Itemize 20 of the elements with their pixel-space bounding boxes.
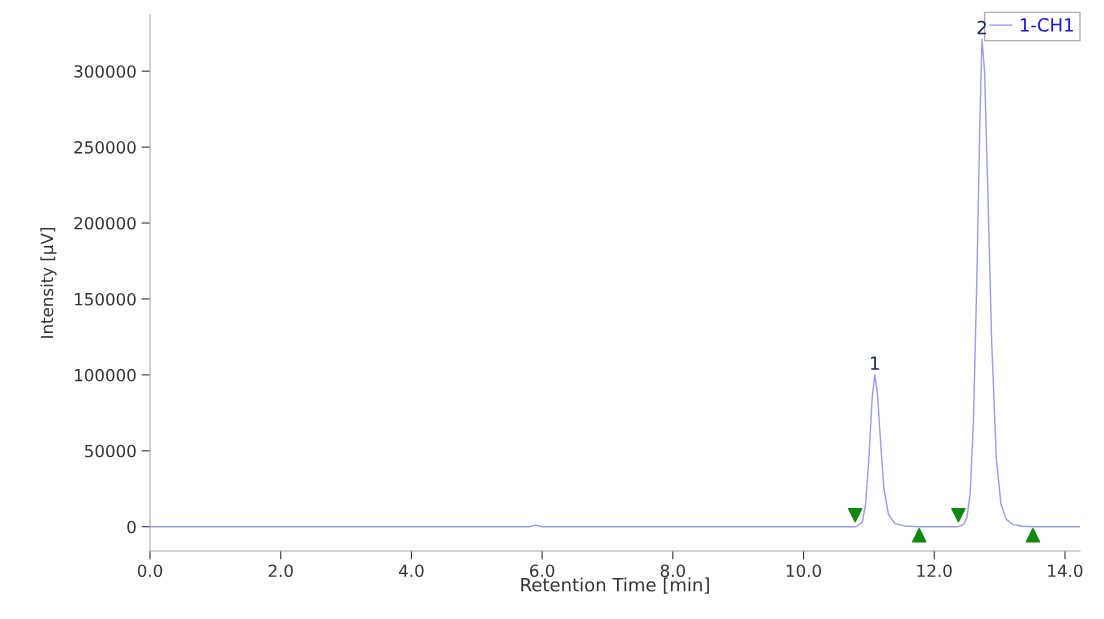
x-tick-label: 8.0: [660, 564, 685, 578]
x-tick-label: 10.0: [786, 564, 821, 578]
y-tick-label: 100000: [75, 368, 136, 382]
x-tick-label: 14.0: [1048, 564, 1083, 578]
y-tick-label: 0: [127, 520, 136, 534]
x-tick-label: 12.0: [917, 564, 952, 578]
y-tick-label: 200000: [74, 216, 136, 230]
y-axis-title: Intensity [µV]: [40, 228, 57, 338]
y-tick-label: 150000: [75, 292, 136, 306]
y-tick-label: 300000: [74, 65, 136, 78]
x-tick-label: 2.0: [268, 564, 293, 578]
y-tick-label: 250000: [74, 141, 136, 154]
x-tick-label: 0.0: [137, 564, 163, 578]
x-axis-title: Retention Time [min]: [521, 577, 709, 594]
annotation: 1: [871, 356, 879, 370]
y-tick-label: 50000: [85, 444, 136, 458]
legend-label: 1-CH1: [1020, 18, 1073, 32]
annotation: 2: [977, 20, 986, 35]
x-tick-label: 6.0: [530, 564, 555, 578]
x-tick-label: 4.0: [398, 564, 424, 578]
